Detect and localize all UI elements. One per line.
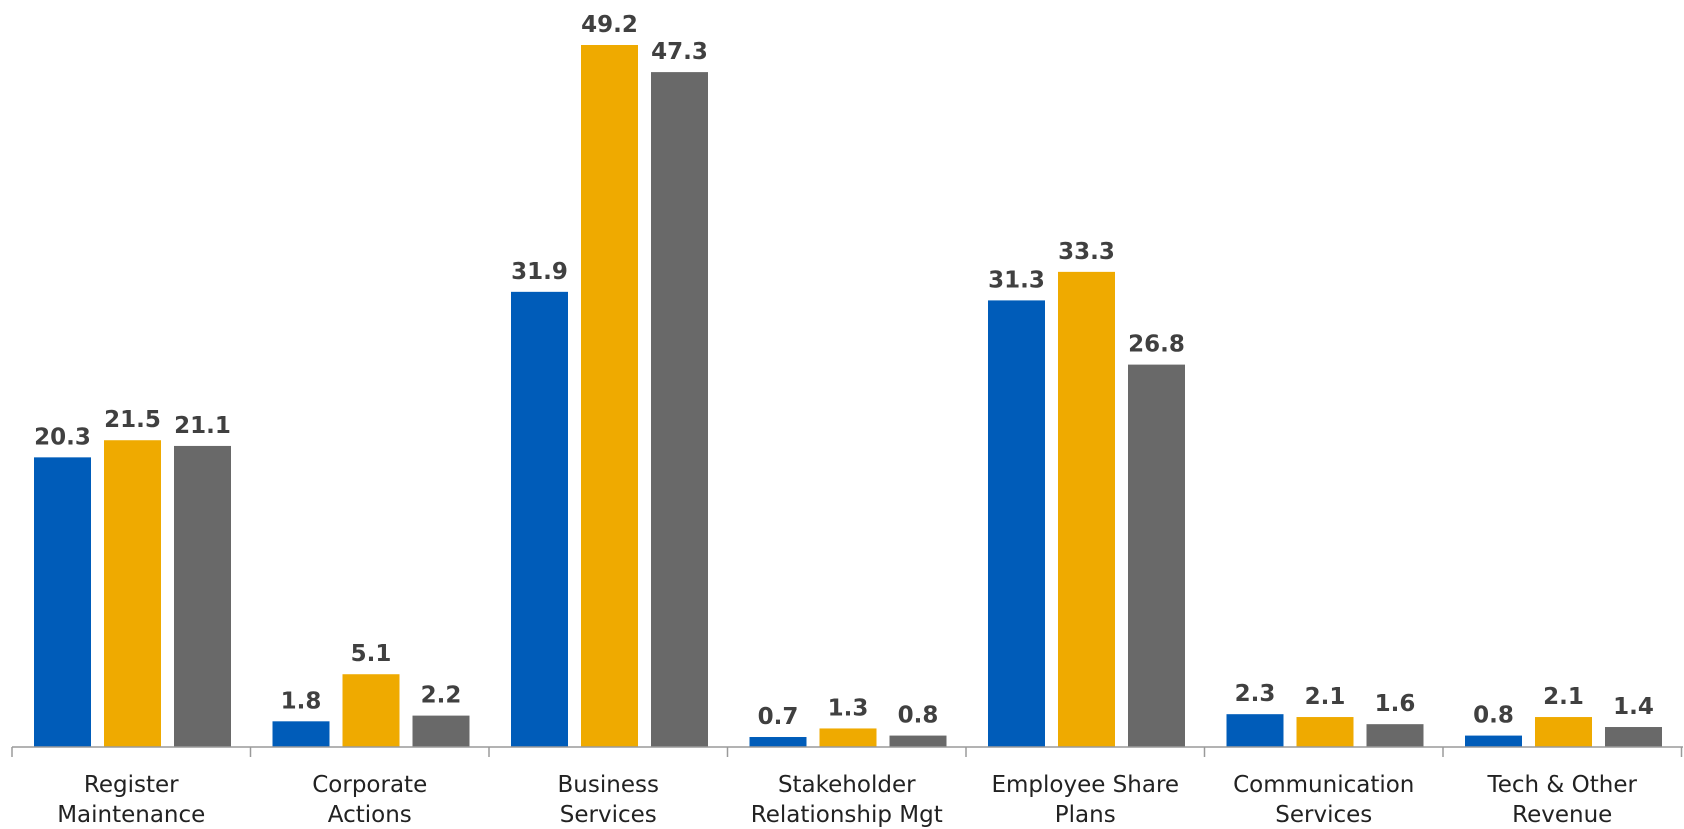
- value-label-series2-cat7: 2.1: [1543, 684, 1584, 710]
- value-label-series1-cat6: 2.3: [1235, 681, 1276, 707]
- value-label-series1-cat5: 31.3: [988, 267, 1045, 293]
- bar-series2-cat6: [1296, 717, 1354, 747]
- bar-series1-cat6: [1226, 714, 1284, 747]
- bar-series1-cat1: [34, 457, 91, 747]
- bar-series1-cat7: [1465, 735, 1522, 747]
- value-label-series3-cat1: 21.1: [174, 413, 231, 439]
- category-label: Communication Services: [1233, 772, 1414, 828]
- bar-series3-cat6: [1366, 724, 1424, 747]
- bar-series2-cat1: [104, 440, 161, 747]
- bar-series3-cat1: [174, 445, 231, 747]
- value-label-series1-cat1: 20.3: [34, 424, 91, 450]
- value-label-series2-cat2: 5.1: [351, 641, 392, 667]
- value-label-series3-cat3: 47.3: [651, 39, 708, 65]
- bar-series2-cat3: [581, 45, 638, 747]
- value-label-series2-cat3: 49.2: [581, 12, 638, 38]
- bar-series3-cat5: [1128, 364, 1185, 747]
- value-label-series3-cat4: 0.8: [898, 703, 939, 729]
- category-label: Register Maintenance: [57, 772, 205, 828]
- category-label: Corporate Actions: [312, 772, 427, 828]
- category-label: Business Services: [558, 772, 659, 828]
- bar-series2-cat4: [819, 728, 877, 747]
- bar-series1-cat5: [988, 300, 1045, 747]
- value-label-series2-cat1: 21.5: [104, 407, 161, 433]
- category-label: Employee Share Plans: [991, 772, 1179, 828]
- bar-series2-cat7: [1535, 717, 1592, 747]
- value-label-series2-cat4: 1.3: [828, 695, 869, 721]
- category-label: Tech & Other Revenue: [1487, 772, 1638, 828]
- bar-series3-cat2: [412, 715, 470, 747]
- category-label: Stakeholder Relationship Mgt: [751, 772, 943, 828]
- bar-series1-cat3: [511, 291, 568, 747]
- category-labels-layer: Register Maintenance Corporate Actions Busin…: [57, 772, 1637, 828]
- value-label-series1-cat4: 0.7: [758, 704, 799, 730]
- bar-series1-cat4: [749, 737, 807, 747]
- bar-series3-cat3: [651, 72, 708, 748]
- value-label-series3-cat7: 1.4: [1613, 694, 1654, 720]
- value-label-series2-cat6: 2.1: [1305, 684, 1346, 710]
- value-label-series1-cat3: 31.9: [511, 259, 568, 285]
- bar-series3-cat7: [1605, 727, 1662, 747]
- value-label-series3-cat2: 2.2: [421, 683, 462, 709]
- value-label-series1-cat7: 0.8: [1473, 703, 1514, 729]
- value-labels-layer: 20.3 21.5 21.1 1.8 5.1 2.2 31.9 49.2 47.3 0.7 1.3 0…: [34, 12, 1654, 730]
- bars-layer: [34, 45, 1662, 748]
- bar-series1-cat2: [272, 721, 330, 747]
- bar-series3-cat4: [889, 735, 947, 747]
- value-label-series3-cat5: 26.8: [1128, 332, 1185, 358]
- value-label-series1-cat2: 1.8: [281, 688, 322, 714]
- value-label-series3-cat6: 1.6: [1375, 691, 1416, 717]
- bar-series2-cat2: [342, 674, 400, 747]
- value-label-series2-cat5: 33.3: [1058, 239, 1115, 265]
- bar-series2-cat5: [1058, 271, 1115, 747]
- x-axis: [11, 746, 1683, 757]
